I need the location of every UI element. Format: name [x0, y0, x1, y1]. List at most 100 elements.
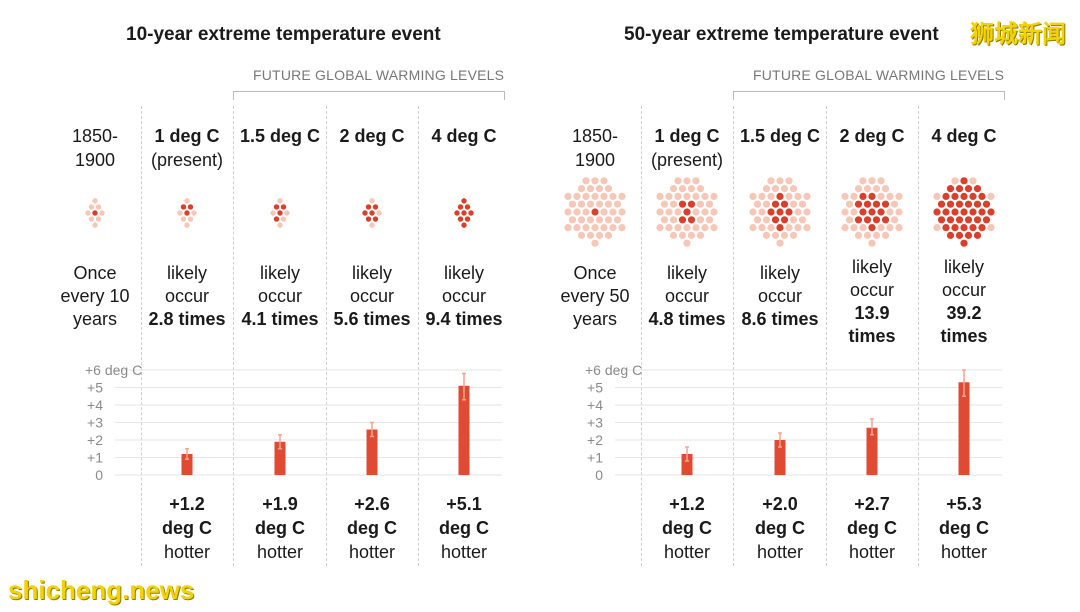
event-dot: [687, 216, 696, 224]
event-dot: [982, 216, 991, 224]
event-dot: [955, 216, 964, 224]
bar: [774, 440, 786, 475]
hotter-unit: deg C: [938, 518, 989, 538]
frequency-value: 13.9: [854, 303, 890, 323]
background-dot: [701, 192, 709, 201]
frequency-value: times: [940, 326, 988, 346]
column-header: 1 deg C (present): [631, 124, 743, 172]
background-dot: [850, 208, 858, 216]
frequency-line: every 50: [560, 286, 630, 306]
column-divider: [826, 106, 827, 566]
event-dot: [872, 200, 881, 208]
background-dot: [369, 222, 375, 228]
background-dot: [780, 231, 789, 239]
dot-cluster: [749, 177, 811, 247]
background-dot: [753, 216, 762, 224]
event-dot: [946, 185, 955, 193]
background-dot: [749, 208, 757, 216]
background-dot: [696, 185, 705, 193]
background-dot: [92, 222, 98, 228]
dot-cluster: [177, 198, 197, 228]
event-dot: [277, 210, 283, 216]
event-dot: [365, 204, 372, 210]
background-dot: [665, 208, 673, 216]
background-dot: [886, 208, 894, 216]
background-dot: [577, 200, 586, 208]
hotter-word: hotter: [256, 542, 304, 562]
event-dot: [461, 198, 467, 204]
event-dot: [960, 239, 968, 247]
background-dot: [600, 192, 608, 201]
event-dot: [457, 204, 464, 210]
y-tick-label: +5: [87, 380, 103, 396]
column-3: 2 deg C likely occur 13.9 times +2.7 deg C hott…: [826, 0, 918, 612]
background-dot: [798, 200, 807, 208]
background-dot: [762, 216, 771, 224]
background-dot: [872, 231, 881, 239]
event-dot: [785, 208, 793, 216]
event-dot: [973, 216, 982, 224]
event-dot: [969, 223, 977, 232]
hotter-text: +2.7 deg C hotter: [816, 492, 928, 564]
event-dot: [982, 200, 991, 208]
background-dot: [692, 208, 700, 216]
event-dot: [767, 208, 775, 216]
background-dot: [803, 223, 811, 232]
frequency-line: occur: [849, 280, 894, 300]
background-dot: [969, 177, 977, 185]
column-header-sub: 1900: [74, 150, 116, 170]
background-dot: [762, 231, 771, 239]
background-dot: [859, 177, 867, 185]
background-dot: [886, 192, 894, 201]
bar: [681, 454, 693, 475]
background-dot: [987, 223, 995, 232]
background-dot: [669, 216, 678, 224]
hotter-text: +2.6 deg C hotter: [316, 492, 428, 564]
hotter-unit: deg C: [254, 518, 305, 538]
hotter-value: +1.2: [169, 494, 205, 514]
hotter-word: hotter: [940, 542, 988, 562]
panel-title: 50-year extreme temperature event: [624, 24, 939, 45]
background-dot: [184, 222, 190, 228]
background-dot: [789, 231, 798, 239]
column-header-main: 2 deg C: [339, 126, 405, 146]
background-dot: [749, 223, 757, 232]
background-dot: [582, 223, 590, 232]
background-dot: [785, 177, 793, 185]
y-tick-label: 0: [595, 467, 603, 483]
background-dot: [872, 185, 881, 193]
background-dot: [92, 198, 98, 204]
event-dot: [362, 210, 368, 216]
event-dot: [454, 210, 460, 216]
frequency-line: likely: [666, 263, 707, 283]
background-dot: [376, 210, 382, 216]
event-dot: [273, 216, 280, 222]
dot-cluster: [656, 177, 718, 247]
frequency-value: 2.8 times: [148, 309, 226, 329]
dot-cluster: [85, 198, 105, 228]
background-dot: [701, 208, 709, 216]
background-dot: [660, 216, 669, 224]
background-dot: [665, 192, 673, 201]
bar: [181, 454, 193, 475]
dot-cluster: [564, 177, 626, 247]
column-0: 1850- 1900 Once every 50 years: [549, 0, 641, 612]
frequency-text: likely occur 9.4 times: [406, 262, 522, 331]
hotter-text: +2.0 deg C hotter: [724, 492, 836, 564]
event-dot: [780, 216, 789, 224]
background-dot: [85, 210, 91, 216]
background-dot: [771, 231, 780, 239]
background-dot: [895, 192, 903, 201]
background-dot: [669, 231, 678, 239]
column-0: 1850- 1900 Once every 10 years: [49, 0, 141, 612]
background-dot: [284, 210, 290, 216]
background-dot: [881, 185, 890, 193]
background-dot: [845, 200, 854, 208]
background-dot: [591, 239, 599, 247]
frequency-text: Once every 50 years: [537, 262, 653, 331]
panel-50-year: 50-year extreme temperature event FUTURE …: [540, 0, 1060, 612]
background-dot: [776, 177, 784, 185]
frequency-value: 8.6 times: [741, 309, 819, 329]
background-dot: [600, 208, 608, 216]
hotter-unit: deg C: [346, 518, 397, 538]
